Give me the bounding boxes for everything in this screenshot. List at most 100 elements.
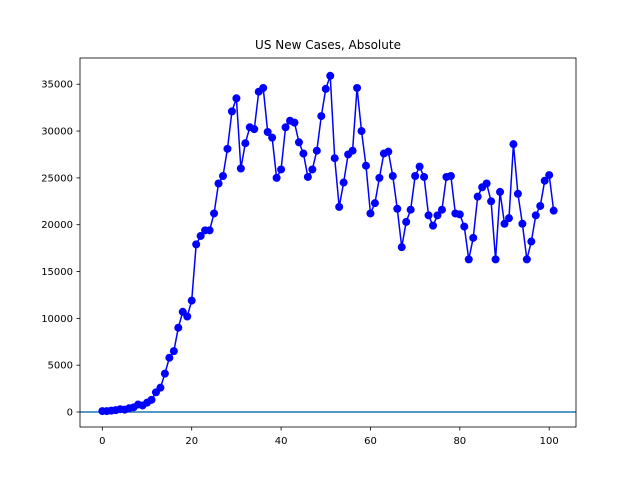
- data-point: [460, 222, 469, 231]
- data-point: [174, 323, 183, 332]
- data-point: [303, 172, 312, 181]
- data-point: [259, 83, 268, 92]
- y-tick-label: 5000: [48, 361, 73, 372]
- data-point: [227, 107, 236, 116]
- data-point: [214, 179, 223, 188]
- x-tick-label: 40: [275, 436, 288, 447]
- data-point: [272, 173, 281, 182]
- x-tick-label: 100: [540, 436, 559, 447]
- data-point: [348, 146, 357, 155]
- data-point: [393, 204, 402, 213]
- data-point: [420, 172, 429, 181]
- data-point: [500, 219, 509, 228]
- y-tick-label: 0: [67, 408, 73, 419]
- data-point: [513, 189, 522, 198]
- data-point: [299, 149, 308, 158]
- data-point: [321, 84, 330, 93]
- data-point: [183, 312, 192, 321]
- data-point: [464, 255, 473, 264]
- data-point: [388, 172, 397, 181]
- data-point: [411, 172, 420, 181]
- data-point: [473, 192, 482, 201]
- data-point: [312, 146, 321, 155]
- data-point: [187, 296, 196, 305]
- data-point: [446, 172, 455, 181]
- data-point: [326, 71, 335, 80]
- data-point: [218, 172, 227, 181]
- data-point: [268, 133, 277, 142]
- data-point: [147, 395, 156, 404]
- data-point: [455, 210, 464, 219]
- y-tick-label: 20000: [41, 220, 73, 231]
- data-point: [487, 197, 496, 206]
- data-point: [518, 219, 527, 228]
- data-point: [482, 179, 491, 188]
- data-point: [433, 211, 442, 220]
- data-point: [370, 199, 379, 208]
- data-point: [192, 240, 201, 249]
- data-point: [160, 369, 169, 378]
- data-point: [429, 221, 438, 230]
- data-point: [165, 353, 174, 362]
- x-tick-label: 0: [99, 436, 105, 447]
- data-point: [205, 226, 214, 235]
- data-point: [384, 147, 393, 156]
- data-point: [545, 171, 554, 180]
- data-point: [469, 233, 478, 242]
- chart-title: US New Cases, Absolute: [255, 38, 401, 52]
- data-point: [402, 217, 411, 226]
- data-point: [353, 83, 362, 92]
- data-point: [491, 255, 500, 264]
- data-point: [294, 138, 303, 147]
- plot-frame: [79, 57, 577, 428]
- data-point: [290, 118, 299, 127]
- y-tick-label: 30000: [41, 127, 73, 138]
- data-point: [437, 205, 446, 214]
- data-point: [540, 176, 549, 185]
- data-point: [330, 154, 339, 163]
- data-point: [196, 231, 205, 240]
- data-point: [335, 202, 344, 211]
- data-point: [317, 112, 326, 121]
- data-point: [232, 94, 241, 103]
- data-point: [397, 243, 406, 252]
- data-point: [509, 140, 518, 149]
- data-point: [522, 255, 531, 264]
- data-point: [549, 206, 558, 215]
- data-point: [263, 127, 272, 136]
- data-point: [531, 211, 540, 220]
- data-point: [277, 165, 286, 174]
- x-tick-label: 80: [453, 436, 466, 447]
- data-point: [236, 164, 245, 173]
- data-point: [250, 125, 259, 134]
- data-point: [415, 162, 424, 171]
- y-tick-label: 10000: [41, 314, 73, 325]
- data-point: [339, 178, 348, 187]
- axes: 0 20 40 60 80 100 0 5000 10000 15000 20000 25000 300…: [41, 80, 559, 447]
- data-point: [527, 237, 536, 246]
- data-point: [308, 165, 317, 174]
- data-point: [366, 209, 375, 218]
- data-point: [504, 214, 513, 223]
- y-tick-label: 15000: [41, 267, 73, 278]
- x-tick-label: 60: [364, 436, 377, 447]
- data-point: [223, 144, 232, 153]
- data-point: [241, 139, 250, 148]
- plot-area: [80, 71, 576, 416]
- data-point: [496, 187, 505, 196]
- data-point: [536, 201, 545, 210]
- data-point: [357, 127, 366, 136]
- data-point: [361, 161, 370, 170]
- data-point: [210, 209, 219, 218]
- data-point: [406, 205, 415, 214]
- data-point: [424, 211, 433, 220]
- data-point: [156, 383, 165, 392]
- y-tick-label: 35000: [41, 80, 73, 91]
- data-point: [281, 123, 290, 132]
- data-point: [375, 173, 384, 182]
- y-tick-label: 25000: [41, 173, 73, 184]
- data-point: [169, 347, 178, 356]
- x-tick-label: 20: [185, 436, 198, 447]
